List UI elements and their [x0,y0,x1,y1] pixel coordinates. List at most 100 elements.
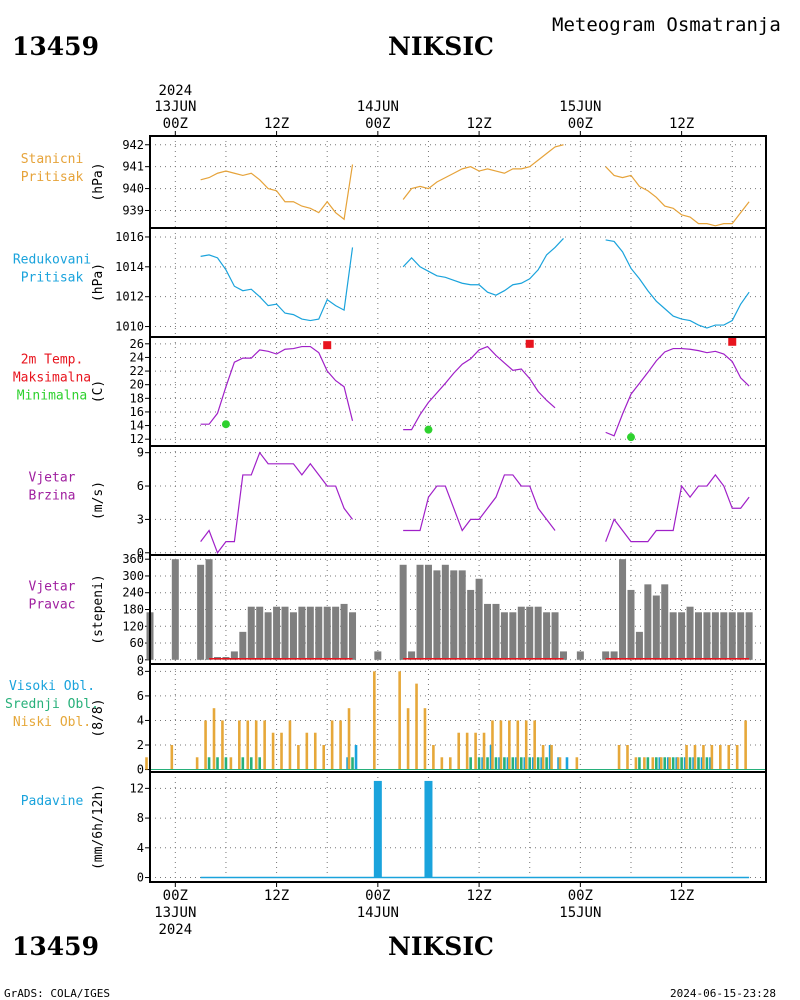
wind-dir-bar [559,651,567,660]
cloud-low-bar [693,745,697,770]
y-tick-label: 1010 [115,320,144,334]
cloud-high-bar [658,757,662,770]
cloud-low-bar [541,745,545,770]
top-tick-label: 00Z [365,116,390,132]
cloud-low-bar [744,720,747,770]
cloud-high-bar [515,757,518,770]
wind-dir-bar [551,612,559,660]
station-name-top: NIKSIC [388,32,494,61]
bottom-tick-label: 12Z [466,888,491,904]
cloud-low-bar [668,757,671,770]
y-tick-label: 14 [130,419,144,433]
tmax-marker [323,341,332,350]
cloud-high-bar [565,757,569,770]
wind-dir-bar [711,612,719,660]
panel-reduced_pressure: 1010 1012 1014 1016 (hPa)Redukovani Pritisak [13,227,767,338]
wind-dir-bar [450,570,458,660]
wind-dir-bar [678,612,686,660]
panel-frame [149,336,767,447]
cloud-low-bar [482,732,486,770]
tmax-marker [728,337,737,346]
wind-dir-bar [306,606,314,660]
cloud-mid-bar [663,757,667,770]
cloud-low-bar [659,757,663,770]
cloud-mid-bar [207,757,211,770]
cloud-low-bar [676,757,680,770]
cloud-high-bar [531,757,535,770]
wind-dir-bar [652,595,660,660]
precip-bar [424,780,433,878]
y-tick-label: 2 [137,738,144,752]
bottom-day-label: 13JUN [154,905,196,921]
cloud-mid-bar [655,757,658,770]
panel-precipitation: 0 4 8 12 (mm/6h/12h) Padavine [21,771,767,885]
cloud-low-bar [524,720,528,770]
cloud-mid-bar [351,757,354,770]
tmin-marker [424,425,433,434]
cloud-high-bar [675,757,678,770]
cloud-low-bar [204,720,207,770]
cloud-low-bar [297,745,300,770]
cloud-low-bar [550,745,553,770]
cloud-mid-bar [249,757,253,770]
y-tick-label: 1012 [115,290,144,304]
cloud-high-bar [666,757,670,770]
wind-dir-bar [686,606,694,660]
cloud-mid-bar [486,757,489,770]
cloud-low-bar [685,745,688,770]
bottom-tick-label: 12Z [669,888,694,904]
panel-label-line: Niski Obl. [13,715,91,730]
cloud-low-bar [533,720,536,770]
cloud-mid-bar [536,757,540,770]
cloud-mid-bar [503,757,506,770]
wind-dir-bar [619,559,627,660]
cloud-mid-bar [511,757,515,770]
panel-label-line: Minimalna [17,389,87,404]
wind-dir-bar [694,612,702,660]
cloud-mid-bar [680,757,683,770]
cloud-high-bar [354,745,358,770]
cloud-mid-bar [671,757,675,770]
cloud-high-bar [498,757,501,770]
y-tick-label: 16 [130,405,144,419]
cloud-low-bar [719,745,722,770]
cloud-mid-bar [646,757,650,770]
wind-dir-bar [298,606,306,660]
cloud-low-bar [373,671,376,770]
series-line-station_pressure-2 [605,166,750,227]
wind-dir-bar [509,612,517,660]
cloud-low-bar [474,732,477,770]
charts-layer: 939940941942(hPa)StanicniPritisak1010101… [5,135,767,885]
panel-wind_speed: 0 3 6 9 (m/s) Vjetar Brzina [29,445,767,560]
panel-label-line: Brzina [29,489,76,504]
panel-frame [149,135,767,229]
bottom-day-label: 14JUN [357,905,399,921]
cloud-mid-bar [545,757,548,770]
cloud-mid-bar [697,757,700,770]
cloud-low-bar [406,708,410,770]
cloud-high-bar [683,757,687,770]
cloud-low-bar [423,708,427,770]
cloud-high-bar [481,757,484,770]
series-line-station_pressure-1 [402,144,564,200]
cloud-high-bar [548,745,552,770]
wind-dir-bar [703,612,711,660]
cloud-low-bar [735,745,739,770]
wind-dir-bar [534,606,542,660]
footer-credit: GrADS: COLA/IGES [4,987,110,1000]
cloud-mid-bar [258,757,261,770]
wind-dir-bar [458,570,466,660]
y-axis-label: (hPa) [91,263,106,302]
wind-dir-bar [610,651,618,660]
wind-dir-bar [433,570,441,660]
cloud-low-bar [238,720,241,770]
top-tick-label: 12Z [669,116,694,132]
y-tick-label: 22 [130,364,144,378]
cloud-low-bar [221,720,224,770]
wind-dir-bar [635,631,643,660]
wind-dir-bar [517,606,525,660]
cloud-mid-bar [477,757,481,770]
